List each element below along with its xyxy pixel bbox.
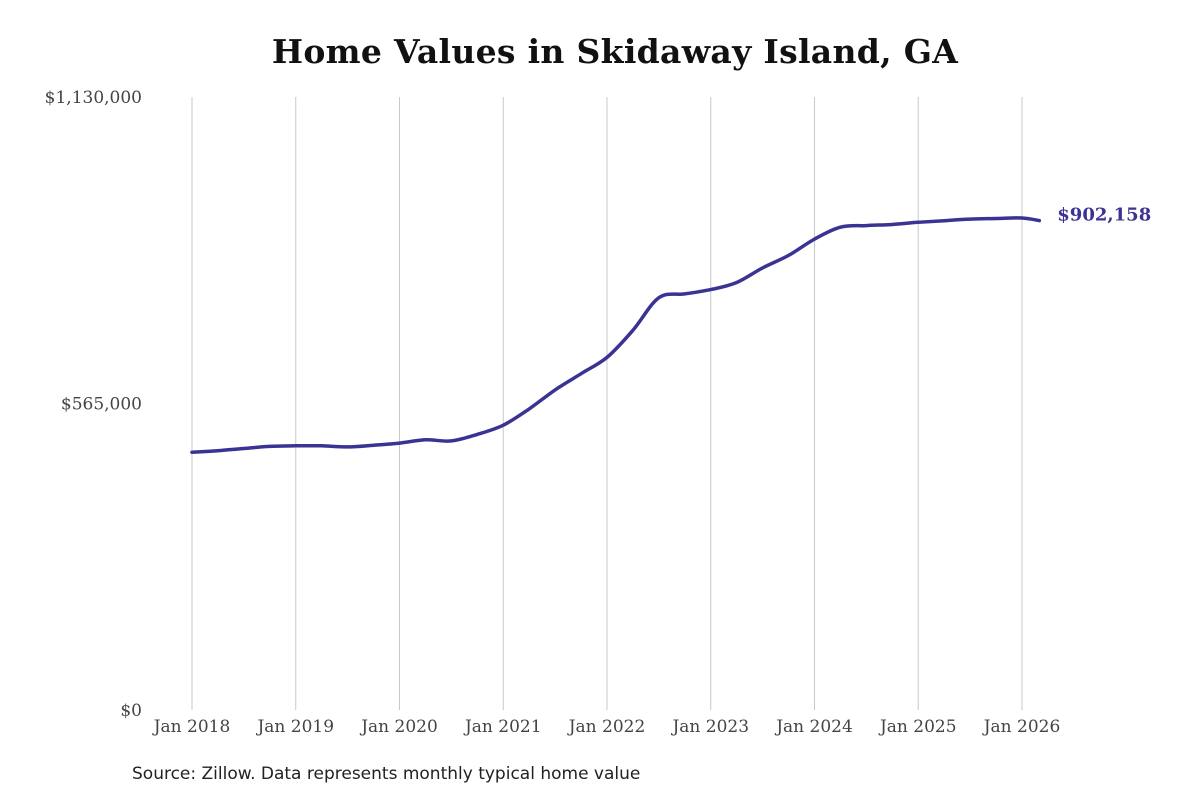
- x-tick-label: Jan 2025: [878, 717, 957, 737]
- x-tick-label: Jan 2018: [152, 717, 231, 737]
- x-tick-label: Jan 2023: [670, 717, 749, 737]
- end-value-label: $902,158: [1057, 205, 1151, 226]
- x-tick-label: Jan 2020: [359, 717, 438, 737]
- x-tick-label: Jan 2021: [463, 717, 542, 737]
- x-tick-label: Jan 2026: [982, 717, 1061, 737]
- series-line: [190, 216, 1042, 455]
- x-tick-label: Jan 2019: [255, 717, 334, 737]
- y-tick-label: $0: [120, 701, 142, 721]
- source-note: Source: Zillow. Data represents monthly …: [132, 764, 641, 784]
- chart-title: Home Values in Skidaway Island, GA: [271, 32, 959, 71]
- x-tick-label: Jan 2022: [567, 717, 646, 737]
- y-tick-label: $565,000: [61, 395, 142, 415]
- x-tick-label: Jan 2024: [774, 717, 853, 737]
- y-tick-label: $1,130,000: [45, 88, 142, 108]
